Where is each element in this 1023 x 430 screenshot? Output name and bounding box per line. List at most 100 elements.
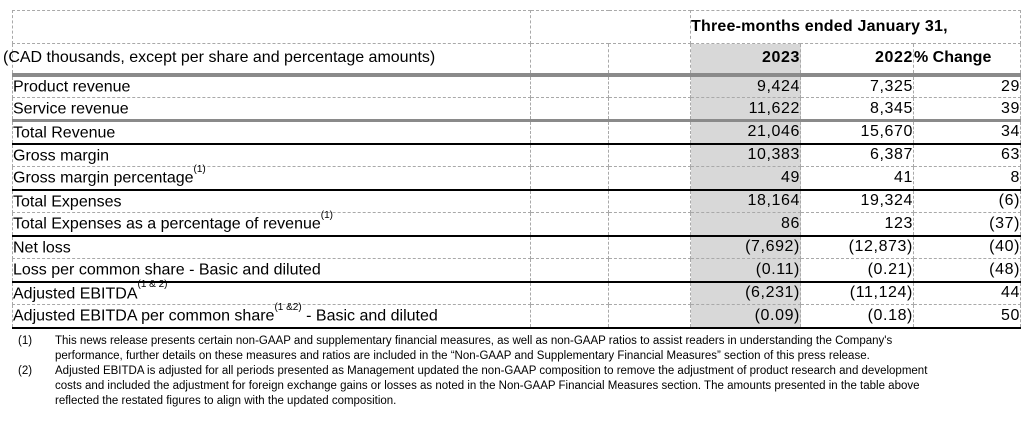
row-label: Total Expenses (13, 192, 122, 210)
footnote-line: costs and included the adjustment for fo… (55, 379, 920, 392)
value-2022: (11,124) (800, 281, 914, 305)
value-2022: (0.18) (800, 304, 914, 329)
row-label: Gross margin (13, 146, 110, 164)
value-change: 39 (912, 97, 1022, 122)
row-label: Gross margin percentage (13, 169, 194, 187)
value-2022: 15,670 (800, 120, 914, 145)
row-label-cell: Total Revenue (12, 120, 531, 145)
value-2023: (7,692) (690, 235, 801, 259)
value-2022: 123 (800, 212, 914, 237)
empty-cell (608, 97, 691, 122)
empty-cell (530, 97, 609, 122)
value-change: 44 (912, 281, 1022, 305)
value-change: (37) (912, 212, 1022, 237)
row-label: Product revenue (13, 78, 131, 96)
value-change: 34 (912, 120, 1022, 145)
value-2022: (12,873) (800, 235, 914, 259)
empty-cell (530, 166, 609, 191)
empty-cell (530, 235, 609, 259)
empty-cell (608, 74, 691, 98)
empty-cell (12, 10, 531, 44)
table-row: Total Expenses as a percentage of revenu… (12, 209, 1022, 237)
empty-cell (530, 304, 609, 329)
row-label: Adjusted EBITDA per common share (13, 307, 275, 325)
footnote-1: (1) This news release presents certain n… (18, 334, 1008, 364)
empty-cell (608, 166, 691, 191)
table-row: Adjusted EBITDA(1 & 2) (6,231) (11,124) … (12, 279, 1022, 305)
footnote-ref: (1 &2) (274, 301, 302, 313)
table-row: Loss per common share - Basic and dilute… (12, 258, 1022, 283)
footnote-line: This news release presents certain non-G… (55, 334, 893, 347)
value-change: 63 (912, 143, 1022, 167)
value-2023: 9,424 (690, 74, 801, 98)
table-row: Total Revenue 21,046 15,670 34 (12, 120, 1022, 145)
table-row: Net loss (7,692) (12,873) (40) (12, 235, 1022, 259)
row-label-cell: Adjusted EBITDA per common share(1 &2) -… (12, 301, 531, 329)
row-label-suffix: - Basic and diluted (301, 307, 438, 325)
empty-cell (608, 281, 691, 305)
value-change: (40) (912, 235, 1022, 259)
period-header-row: Three-months ended January 31, (12, 10, 1022, 44)
footnote-ref: (1 & 2) (137, 279, 168, 291)
value-2023: (0.11) (690, 258, 801, 283)
empty-cell (530, 120, 609, 145)
value-2022: 41 (800, 166, 914, 191)
value-change: 29 (912, 74, 1022, 98)
footnote-ref: (1) (320, 209, 333, 221)
value-change: (48) (912, 258, 1022, 283)
footnote-line: performance, further details on these me… (55, 349, 870, 362)
empty-cell (530, 43, 609, 77)
period-header: Three-months ended January 31, (689, 10, 1022, 44)
value-2023: (6,231) (690, 281, 801, 305)
row-label-cell: Total Expenses as a percentage of revenu… (12, 209, 531, 237)
table-row: Service revenue 11,622 8,345 39 (12, 97, 1022, 122)
column-header-2023: 2023 (690, 43, 801, 77)
row-label: Loss per common share - Basic and dilute… (13, 261, 321, 279)
row-label-cell: Gross margin (12, 143, 531, 167)
value-2023: 86 (690, 212, 801, 237)
table-row: Gross margin percentage(1) 49 41 8 (12, 163, 1022, 191)
row-label: Service revenue (13, 100, 129, 118)
table-row: Adjusted EBITDA per common share(1 &2) -… (12, 301, 1022, 329)
column-header-row: (CAD thousands, except per share and per… (3, 43, 1022, 77)
column-header-2022: 2022 (800, 43, 914, 77)
empty-cell (608, 258, 691, 283)
table-row: Product revenue 9,424 7,325 29 (12, 74, 1022, 98)
value-2023: 49 (690, 166, 801, 191)
value-2023: 11,622 (690, 97, 801, 122)
column-header-change: % Change (912, 43, 1022, 77)
row-label: Net loss (13, 238, 71, 256)
empty-cell (530, 212, 609, 237)
unit-note: (CAD thousands, except per share and per… (3, 43, 531, 77)
row-label-cell: Loss per common share - Basic and dilute… (12, 258, 531, 283)
row-label: Adjusted EBITDA (13, 284, 138, 302)
row-label-cell: Total Expenses (12, 189, 531, 213)
value-2023: 21,046 (690, 120, 801, 145)
empty-cell (608, 120, 691, 145)
empty-cell (530, 143, 609, 167)
empty-cell (608, 212, 691, 237)
footnote-ref: (1) (193, 163, 206, 175)
footnote-line: reflected the restated figures to align … (55, 394, 397, 407)
empty-cell (608, 43, 691, 77)
value-2022: 7,325 (800, 74, 914, 98)
value-2022: 6,387 (800, 143, 914, 167)
footnote-marker: (1) (18, 334, 33, 347)
value-2022: (0.21) (800, 258, 914, 283)
value-2023: (0.09) (690, 304, 801, 329)
value-2022: 19,324 (800, 189, 914, 213)
financial-table: Three-months ended January 31, (CAD thou… (3, 10, 1022, 329)
empty-cell (608, 304, 691, 329)
footnote-marker: (2) (18, 364, 33, 377)
empty-cell (608, 143, 691, 167)
row-label-cell: Adjusted EBITDA(1 & 2) (12, 279, 531, 305)
row-label-cell: Gross margin percentage(1) (12, 163, 531, 191)
empty-cell (530, 74, 609, 98)
footnote-text: Adjusted EBITDA is adjusted for all peri… (55, 364, 927, 409)
value-2023: 10,383 (690, 143, 801, 167)
value-change: 50 (912, 304, 1022, 329)
empty-cell (530, 189, 609, 213)
footnote-2: (2) Adjusted EBITDA is adjusted for all … (18, 364, 1008, 409)
row-label-cell: Product revenue (12, 74, 531, 98)
